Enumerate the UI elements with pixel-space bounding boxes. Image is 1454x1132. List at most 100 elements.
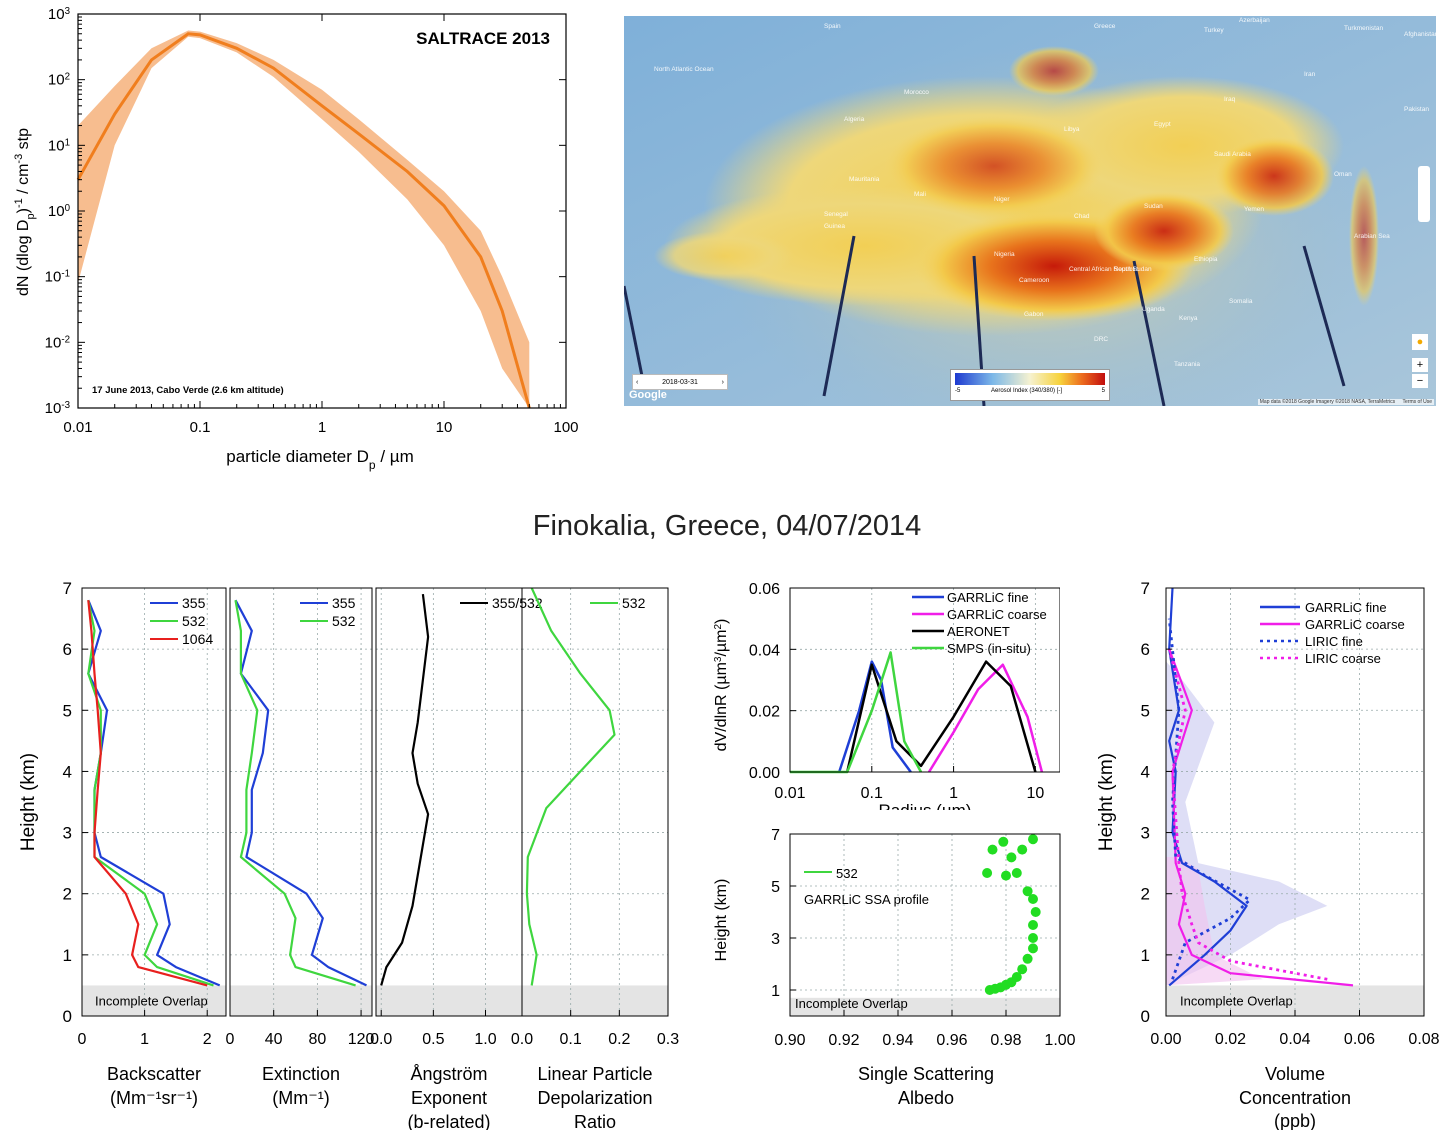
place-label: Pakistan [1404, 106, 1429, 113]
volume-line-1 [1168, 648, 1354, 987]
ssa-point [1028, 943, 1038, 954]
incomplete-overlap-label: Incomplete Overlap [1180, 994, 1293, 1009]
panel-frame [229, 587, 373, 1017]
legend-label: LIRIC fine [1305, 634, 1363, 649]
legend-label: GARRLiC fine [947, 590, 1029, 605]
ssa-point [1022, 886, 1033, 897]
y-tick-label: 5 [1141, 701, 1150, 720]
y-tick-label: 2 [63, 885, 72, 904]
place-label: Oman [1334, 171, 1352, 178]
ssa-point [987, 844, 998, 855]
profile-line-backscatter-355 [87, 599, 221, 987]
legend-label: GARRLiC fine [1305, 600, 1387, 615]
dust-region [1009, 46, 1099, 96]
place-label: Arabian Sea [1354, 233, 1390, 240]
place-label: Tanzania [1174, 361, 1200, 368]
aerosol-map[interactable]: Spain Greece Turkey Azerbaijan Turkmenistan A… [624, 16, 1436, 406]
x-axis-label-2: Albedo [898, 1088, 954, 1108]
map-attribution: Map data ©2018 Google Imagery ©2018 NASA… [1257, 399, 1434, 405]
x-tick-label: 0.5 [422, 1031, 444, 1048]
size-dist-line-1 [927, 663, 1044, 773]
prev-date-button[interactable]: ‹ [636, 378, 639, 386]
swath-gap [1132, 260, 1166, 406]
place-label: Kenya [1179, 315, 1198, 322]
dust-region [1214, 136, 1334, 216]
x-tick-label: 0.1 [861, 785, 883, 802]
x-tick-label: 0.01 [63, 419, 92, 436]
swath-gap [822, 235, 856, 397]
x-tick-label: 0.92 [828, 1032, 859, 1049]
axis-label: Linear Particle [537, 1064, 652, 1084]
place-label: Ethiopia [1194, 256, 1218, 263]
y-tick-label: 0 [63, 1007, 72, 1026]
x-tick-label: 0.94 [882, 1032, 913, 1049]
pegman-icon[interactable]: ● [1412, 334, 1428, 350]
place-label: Central African Republic [1069, 266, 1139, 273]
colorbar-min: -5 [955, 388, 961, 394]
colorbar-title: Aerosol Index (340/380) [-] [991, 388, 1063, 394]
ssa-point [1006, 852, 1017, 863]
place-label: Saudi Arabia [1214, 151, 1251, 158]
panel-frame [81, 587, 227, 1017]
chart-note: 17 June 2013, Cabo Verde (2.6 km altitud… [92, 385, 284, 396]
ssa-point [1017, 844, 1028, 855]
colorbar: -5 Aerosol Index (340/380) [-] 5 [950, 369, 1110, 401]
axis-label: Volume [1265, 1064, 1325, 1084]
y-tick-label: 7 [1141, 579, 1150, 598]
axis-label: Extinction [262, 1064, 340, 1084]
axis-label: (Mm⁻¹sr⁻¹) [110, 1088, 198, 1108]
axis-label: Exponent [411, 1088, 487, 1108]
place-label: Mauritania [849, 176, 880, 183]
y-tick-label: 102 [48, 71, 70, 89]
x-tick-label: 40 [265, 1031, 283, 1048]
terms-link[interactable]: Terms of Use [1402, 399, 1432, 405]
legend-label: 1064 [182, 631, 213, 647]
axis-label: (Mm⁻¹) [272, 1088, 329, 1108]
place-label: North Atlantic Ocean [654, 66, 714, 73]
ssa-point [1011, 972, 1022, 982]
colorbar-max: 5 [1101, 388, 1105, 394]
place-label: Mali [914, 191, 926, 198]
y-tick-label: 3 [771, 931, 780, 948]
height-axis-label: Height (km) [1096, 753, 1117, 851]
next-date-button[interactable]: › [721, 378, 724, 386]
place-label: Chad [1074, 213, 1090, 220]
plot-frame [77, 13, 567, 409]
place-label: Turkey [1204, 27, 1224, 34]
map-scroll-handle[interactable] [1418, 166, 1430, 222]
zoom-out-button[interactable]: − [1412, 374, 1428, 388]
uncertainty-band-fine [1166, 661, 1328, 986]
x-axis-label-1: Single Scattering [858, 1064, 994, 1084]
x-tick-label: 1 [140, 1031, 149, 1048]
legend-label: 532 [836, 866, 858, 881]
legend-label: GARRLiC coarse [1305, 617, 1405, 632]
y-tick-label: 3 [1141, 824, 1150, 843]
date-value: 2018-03-31 [662, 378, 698, 386]
place-label: Spain [824, 23, 841, 30]
y-axis-label: Height (km) [713, 879, 730, 962]
y-tick-label: 6 [63, 640, 72, 659]
size-dist-line-2 [845, 660, 1037, 773]
y-tick-label: 4 [1141, 762, 1150, 781]
zoom-in-button[interactable]: + [1412, 358, 1428, 372]
place-label: Uganda [1142, 306, 1165, 313]
panel-frame [789, 833, 1061, 1017]
x-tick-label: 0.96 [936, 1032, 967, 1049]
x-tick-label: 0.1 [560, 1031, 582, 1048]
x-tick-label: 0.0 [370, 1031, 392, 1048]
y-tick-label: 0.06 [749, 581, 780, 598]
axis-label: (b-related) [407, 1112, 490, 1130]
volume-line-2 [1167, 618, 1252, 980]
legend-label: LIRIC coarse [1305, 651, 1381, 666]
legend-label: AERONET [947, 624, 1010, 639]
y-tick-label: 0.00 [749, 765, 780, 782]
panel-frame [375, 587, 523, 1017]
ssa-point [1028, 834, 1038, 845]
y-tick-label: 7 [63, 579, 72, 598]
place-label: Morocco [904, 89, 929, 96]
google-logo: Google [629, 389, 667, 401]
ssa-point [1022, 953, 1033, 964]
date-control[interactable]: ‹ 2018-03-31 › [632, 374, 728, 390]
incomplete-overlap-label: Incomplete Overlap [795, 996, 908, 1011]
